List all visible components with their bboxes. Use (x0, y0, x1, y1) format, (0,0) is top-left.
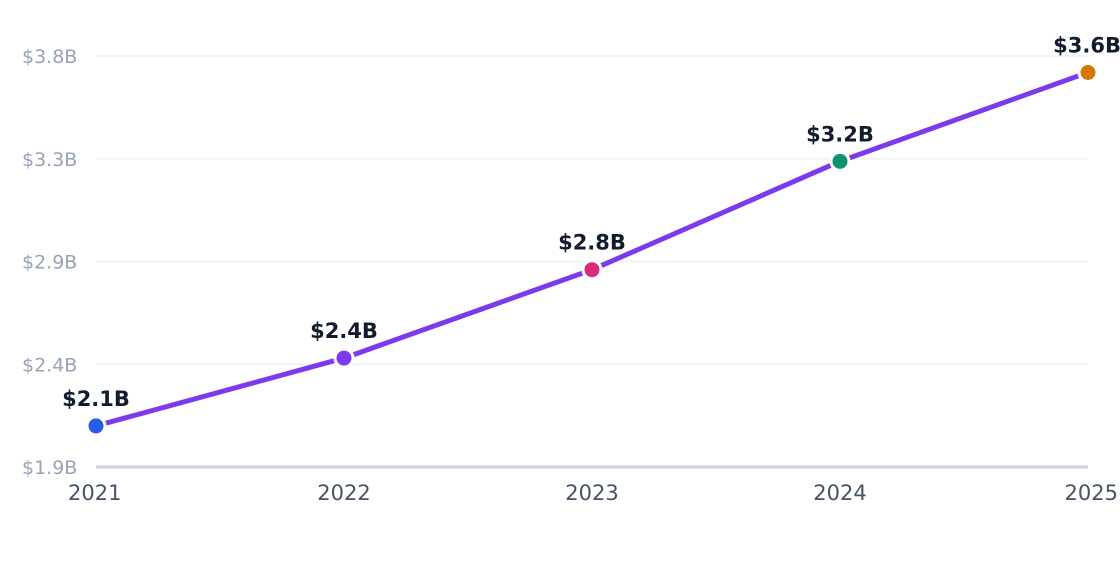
gridlines (96, 55, 1088, 366)
y-tick-label: $1.9B (22, 457, 77, 479)
x-tick-label: 2022 (317, 481, 370, 505)
data-label: $2.8B (558, 231, 626, 255)
data-point (1077, 61, 1099, 83)
x-tick-label: 2023 (565, 481, 618, 505)
x-tick-label: 2024 (813, 481, 866, 505)
series-group (85, 61, 1099, 437)
data-labels: $2.1B $2.4B $2.8B $3.2B $3.6B (62, 33, 1120, 410)
x-tick-label: 2025 (1065, 481, 1118, 505)
data-label: $2.1B (62, 387, 130, 411)
data-label: $3.6B (1053, 33, 1120, 57)
y-tick-label: $2.9B (22, 252, 77, 274)
data-label: $2.4B (310, 319, 378, 343)
y-tick-label: $3.3B (22, 149, 77, 171)
x-axis-tick-labels: 2021 2022 2023 2024 2025 (68, 481, 1118, 505)
y-tick-label: $3.8B (22, 46, 77, 68)
y-tick-label: $2.4B (22, 354, 77, 376)
data-point (581, 259, 603, 281)
y-axis-tick-labels: $1.9B $2.4B $2.9B $3.3B $3.8B (22, 46, 77, 479)
data-point (85, 415, 107, 437)
data-point (829, 150, 851, 172)
x-tick-label: 2021 (68, 481, 121, 505)
data-label: $3.2B (806, 122, 874, 146)
data-point (333, 347, 355, 369)
